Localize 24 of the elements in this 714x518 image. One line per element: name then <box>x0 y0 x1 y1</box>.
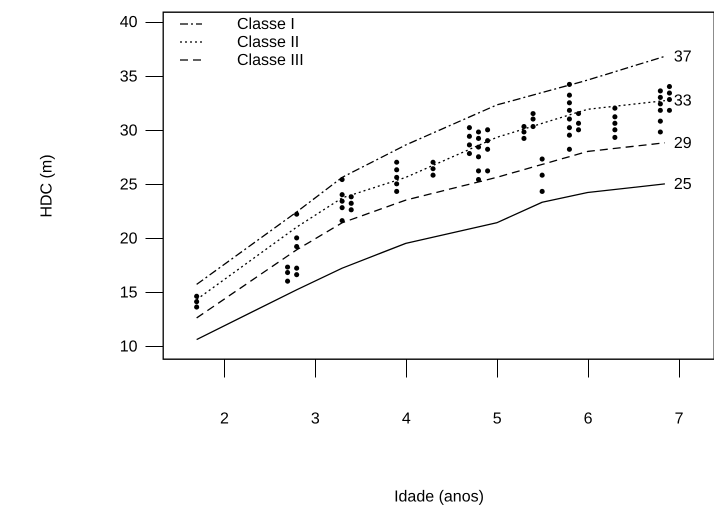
annotation: 33 <box>674 92 692 110</box>
legend-label: Classe II <box>237 34 300 51</box>
annotation: 29 <box>674 134 692 152</box>
y-tick-label: 25 <box>120 176 138 194</box>
y-tick-label: 30 <box>120 122 138 140</box>
x-tick-label: 5 <box>492 410 502 428</box>
x-tick-label: 2 <box>220 410 229 428</box>
x-tick-label: 7 <box>674 410 684 428</box>
x-tick-label: 3 <box>310 410 320 428</box>
y-tick-label: 35 <box>120 68 138 86</box>
x-tick-label: 4 <box>402 410 411 428</box>
y-axis-title: HDC (m) <box>38 154 56 218</box>
y-tick-label: 15 <box>120 284 138 302</box>
annotation: 37 <box>674 48 692 66</box>
y-tick-label: 40 <box>120 14 138 32</box>
x-axis-title: Idade (anos) <box>394 488 484 506</box>
y-tick-label: 20 <box>120 230 138 248</box>
legend-label: Classe III <box>237 52 304 69</box>
y-tick-label: 10 <box>120 338 138 356</box>
line-series <box>196 142 666 319</box>
x-tick-label: 6 <box>584 410 593 428</box>
line-series <box>196 183 666 340</box>
annotation: 25 <box>674 176 692 193</box>
legend-label: Classe I <box>237 16 295 33</box>
